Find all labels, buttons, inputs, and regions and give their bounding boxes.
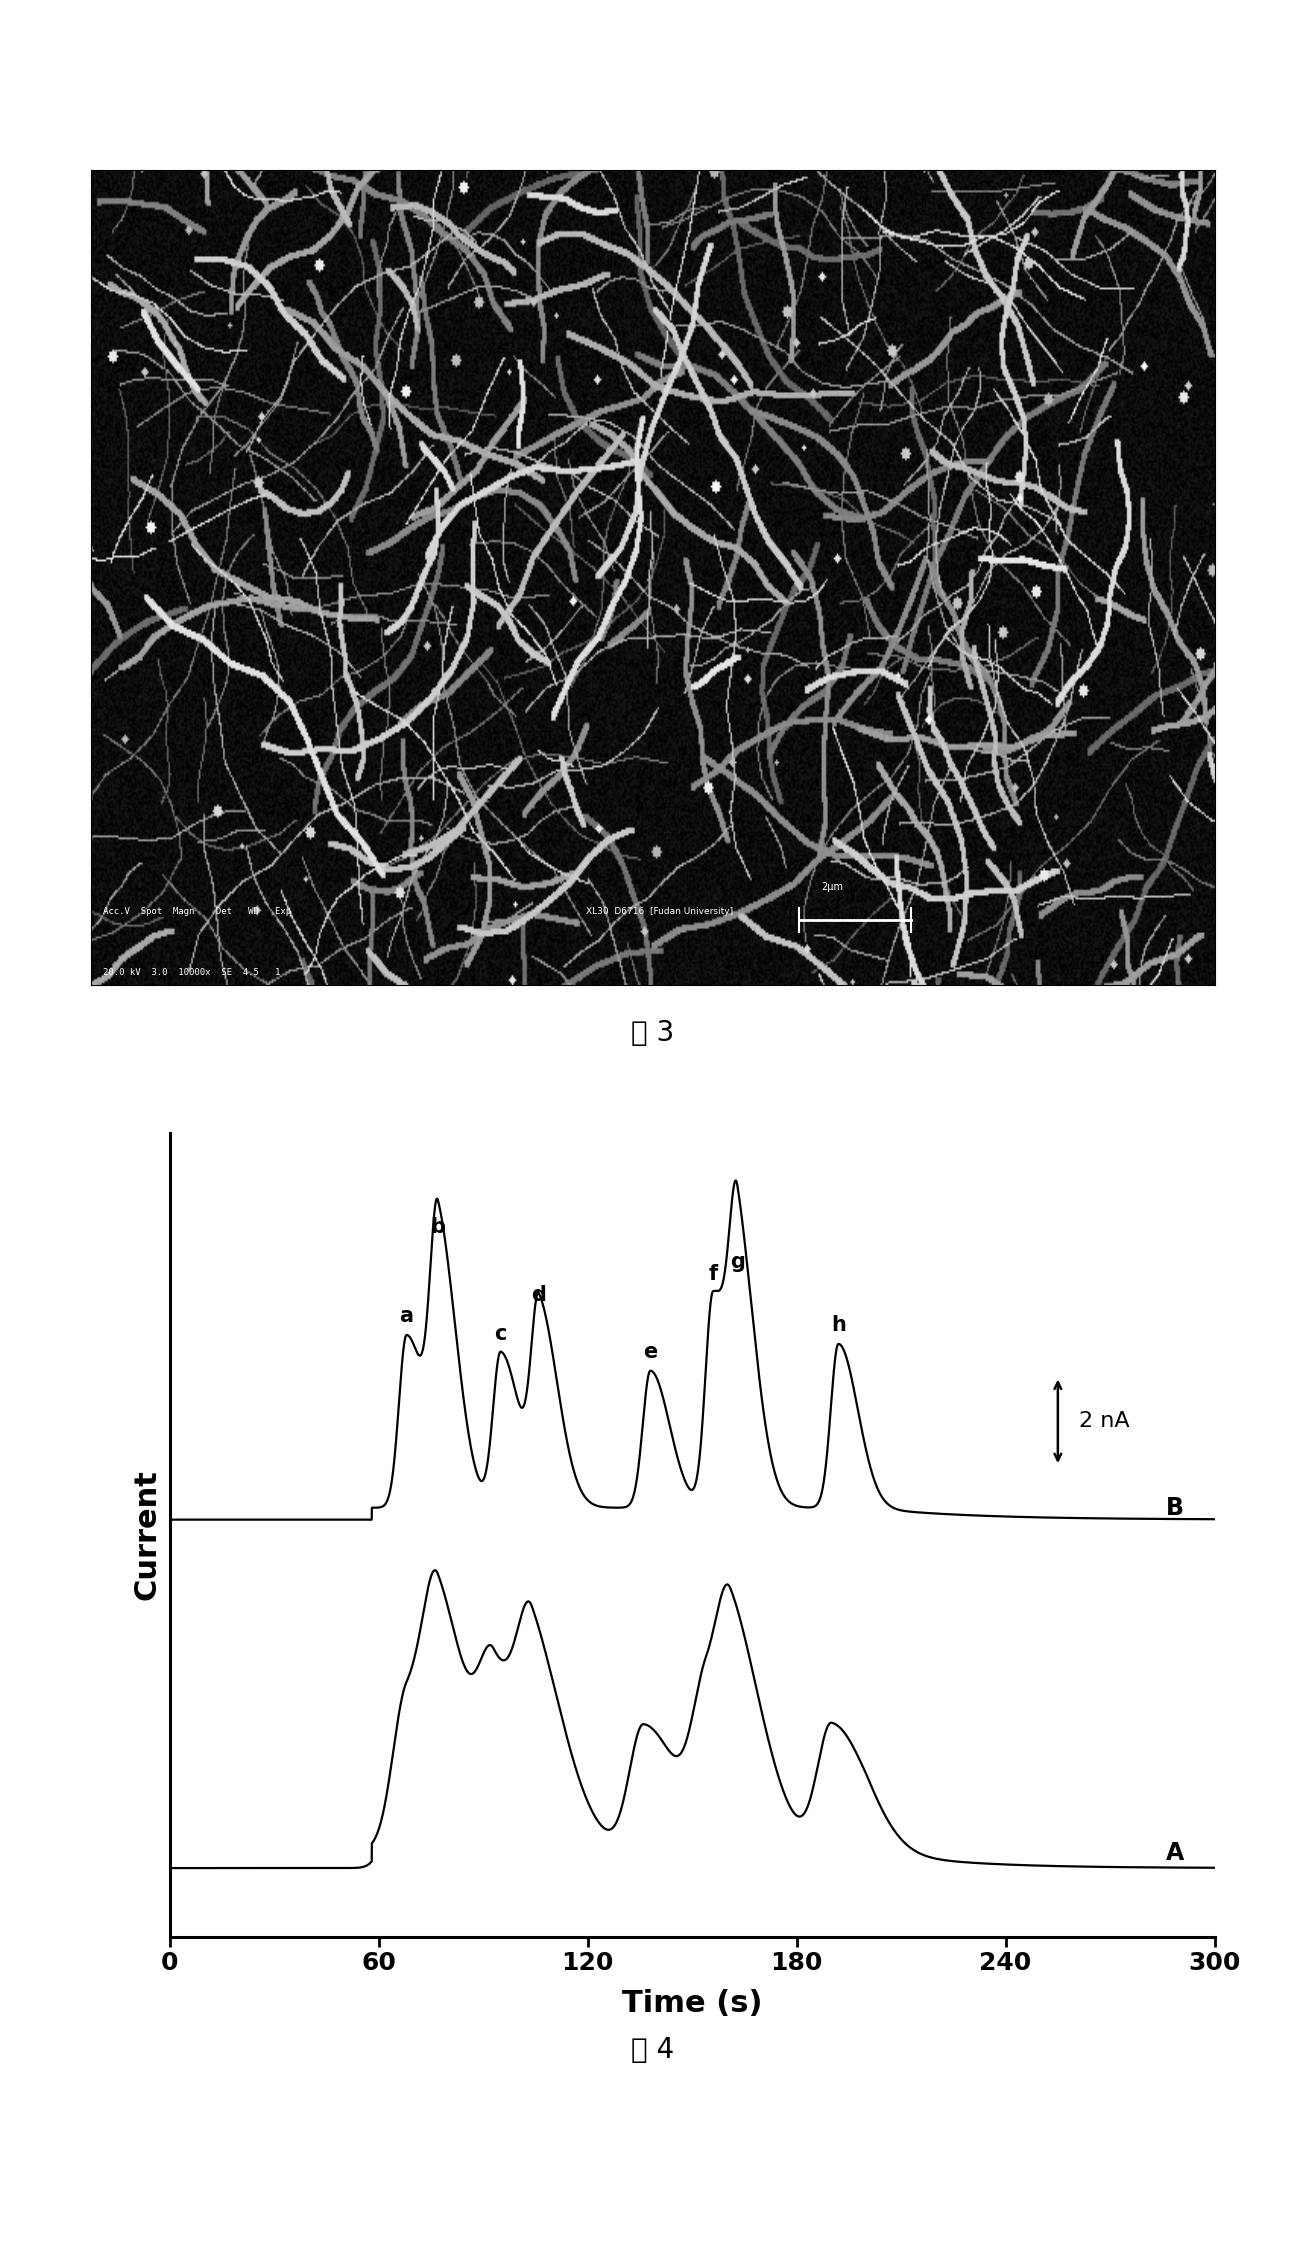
Text: XL30  D6716  [Fudan University]: XL30 D6716 [Fudan University]	[585, 906, 733, 915]
Text: d: d	[532, 1284, 546, 1305]
Text: 2 nA: 2 nA	[1079, 1411, 1130, 1431]
Text: 2μm: 2μm	[821, 881, 844, 892]
Text: b: b	[431, 1216, 445, 1237]
Text: 20.0 kV  3.0  10000x  SE  4.5   1: 20.0 kV 3.0 10000x SE 4.5 1	[103, 967, 279, 976]
Text: g: g	[730, 1253, 744, 1273]
Text: 图 3: 图 3	[631, 1019, 675, 1046]
Text: h: h	[831, 1316, 846, 1334]
Text: 图 4: 图 4	[631, 2036, 675, 2063]
Text: e: e	[644, 1341, 657, 1361]
Y-axis label: Current: Current	[132, 1470, 162, 1599]
Text: A: A	[1166, 1841, 1185, 1864]
Text: Acc.V  Spot  Magn    Det   WD   Exp: Acc.V Spot Magn Det WD Exp	[103, 906, 291, 915]
Text: a: a	[400, 1307, 414, 1325]
Text: c: c	[495, 1325, 507, 1343]
Text: B: B	[1166, 1495, 1183, 1520]
Text: f: f	[709, 1264, 717, 1284]
X-axis label: Time (s): Time (s)	[622, 1989, 763, 2018]
